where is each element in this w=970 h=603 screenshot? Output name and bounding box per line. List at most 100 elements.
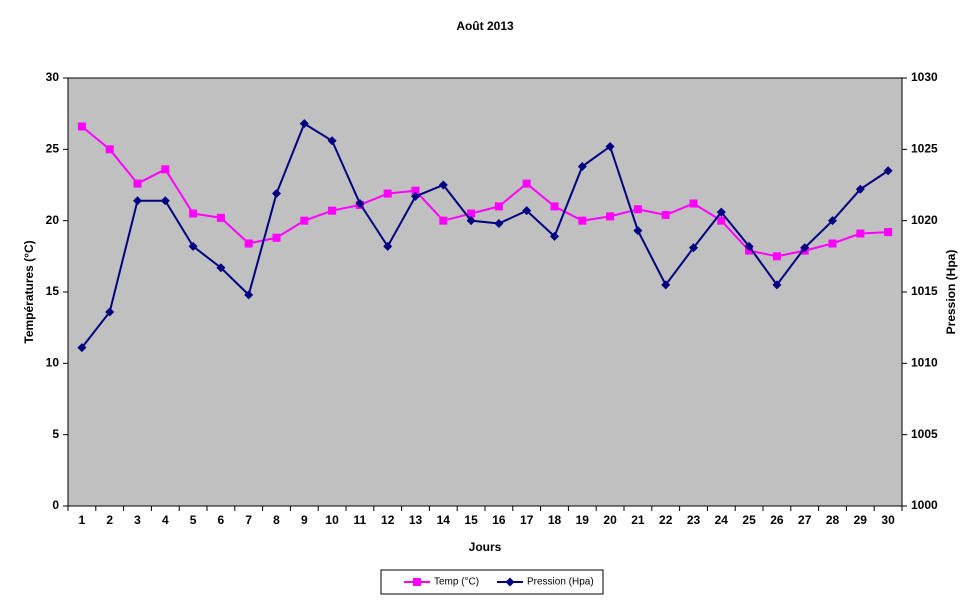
data-point xyxy=(439,216,448,225)
data-point xyxy=(160,196,170,206)
x-tick-label: 10 xyxy=(325,513,339,527)
data-point xyxy=(328,206,337,215)
data-point xyxy=(522,206,532,216)
data-point xyxy=(550,202,559,211)
y-tick-label: 25 xyxy=(46,142,60,156)
data-point xyxy=(550,231,559,241)
x-tick-label: 29 xyxy=(854,513,868,527)
x-tick-label: 24 xyxy=(715,513,729,527)
data-point xyxy=(272,233,281,242)
x-tick-label: 11 xyxy=(354,513,367,527)
x-tick-label: 7 xyxy=(245,513,252,527)
data-point xyxy=(467,209,476,218)
data-point xyxy=(466,216,476,226)
y2-tick-label: 1000 xyxy=(911,498,938,512)
y2-tick-label: 1015 xyxy=(911,284,938,298)
y2-tick-label: 1025 xyxy=(911,142,938,156)
data-point xyxy=(77,343,87,353)
data-point xyxy=(716,207,726,217)
x-tick-label: 27 xyxy=(798,513,812,527)
x-tick-label: 25 xyxy=(742,513,756,527)
data-point xyxy=(856,229,865,238)
data-point xyxy=(772,252,781,261)
x-axis-label: Jours xyxy=(469,540,502,554)
data-point xyxy=(244,239,253,248)
y-tick-label: 5 xyxy=(52,427,59,441)
y-tick-label: 30 xyxy=(46,70,60,84)
x-tick-label: 22 xyxy=(659,513,673,527)
data-point xyxy=(411,186,420,195)
x-tick-label: 9 xyxy=(301,513,308,527)
data-point xyxy=(244,290,254,300)
data-point xyxy=(744,241,754,251)
data-point xyxy=(161,165,170,174)
data-point xyxy=(300,216,309,225)
y2-tick-label: 1020 xyxy=(911,213,938,227)
x-tick-label: 21 xyxy=(631,513,645,527)
x-tick-label: 16 xyxy=(492,513,506,527)
data-point xyxy=(577,161,587,171)
data-point xyxy=(327,136,337,146)
y2-axis-label: Pression (Hpa) xyxy=(944,250,958,335)
legend-marker xyxy=(413,578,421,586)
y2-tick-label: 1005 xyxy=(911,427,938,441)
x-tick-label: 18 xyxy=(548,513,562,527)
data-point xyxy=(633,226,643,236)
data-point xyxy=(494,202,503,211)
data-point xyxy=(884,228,893,237)
x-tick-label: 1 xyxy=(79,513,86,527)
legend-marker xyxy=(505,577,515,587)
data-point xyxy=(105,307,115,317)
x-tick-label: 8 xyxy=(273,513,280,527)
x-tick-label: 30 xyxy=(881,513,895,527)
data-point xyxy=(105,145,114,154)
x-tick-label: 19 xyxy=(576,513,590,527)
x-tick-label: 4 xyxy=(162,513,169,527)
data-point xyxy=(772,280,782,290)
data-point xyxy=(606,212,615,221)
data-point xyxy=(411,191,420,201)
x-tick-label: 28 xyxy=(826,513,840,527)
data-point xyxy=(299,119,309,129)
data-point xyxy=(661,280,671,290)
y-tick-label: 20 xyxy=(46,213,60,227)
data-point xyxy=(383,189,392,198)
chart-title: Août 2013 xyxy=(456,19,514,33)
data-point xyxy=(189,209,198,218)
data-point xyxy=(661,210,670,219)
x-tick-label: 3 xyxy=(134,513,141,527)
y-tick-label: 15 xyxy=(46,284,60,298)
x-tick-label: 6 xyxy=(218,513,225,527)
x-tick-label: 2 xyxy=(106,513,113,527)
data-point xyxy=(494,219,504,229)
x-tick-label: 26 xyxy=(770,513,784,527)
data-point xyxy=(855,184,865,194)
data-point xyxy=(77,122,86,131)
data-point xyxy=(605,141,615,151)
data-point xyxy=(828,216,837,226)
x-tick-label: 23 xyxy=(687,513,701,527)
data-point xyxy=(800,243,810,253)
data-point xyxy=(272,189,281,199)
x-tick-label: 5 xyxy=(190,513,197,527)
data-point xyxy=(133,196,142,206)
data-point xyxy=(578,216,587,225)
x-tick-label: 13 xyxy=(409,513,423,527)
plot-area xyxy=(67,77,903,507)
data-point xyxy=(883,166,893,176)
data-point xyxy=(438,180,448,190)
data-point xyxy=(689,199,698,208)
data-point xyxy=(133,179,142,188)
data-point xyxy=(828,239,837,248)
y-tick-label: 0 xyxy=(52,498,59,512)
y2-tick-label: 1010 xyxy=(911,356,938,370)
data-point xyxy=(355,199,365,209)
data-point xyxy=(689,243,698,253)
x-tick-label: 14 xyxy=(437,513,451,527)
x-tick-label: 12 xyxy=(381,513,395,527)
x-tick-label: 20 xyxy=(603,513,617,527)
x-tick-label: 17 xyxy=(520,513,534,527)
data-point xyxy=(383,241,393,251)
